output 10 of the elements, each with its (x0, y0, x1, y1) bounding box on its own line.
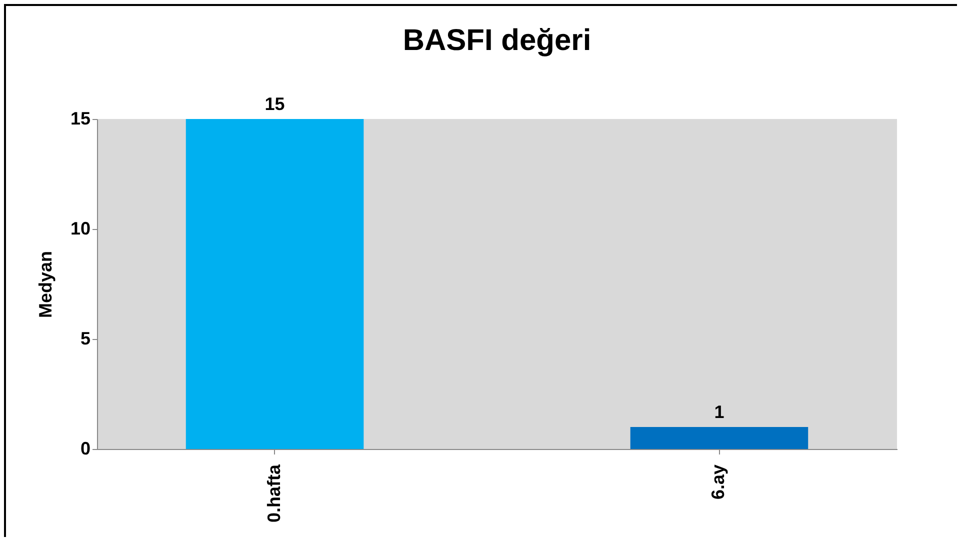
x-tick-label: 6.ay (708, 464, 728, 500)
y-tick-label: 10 (70, 218, 90, 238)
data-label: 15 (264, 94, 285, 114)
y-tick-label: 0 (80, 438, 90, 458)
chart-title: BASFI değeri (402, 24, 592, 57)
y-axis-title: Medyan (35, 250, 56, 318)
y-tick-label: 15 (70, 108, 90, 128)
x-tick-label: 0.hafta (264, 464, 284, 523)
y-tick-label: 5 (80, 328, 90, 348)
data-label: 1 (714, 402, 724, 422)
